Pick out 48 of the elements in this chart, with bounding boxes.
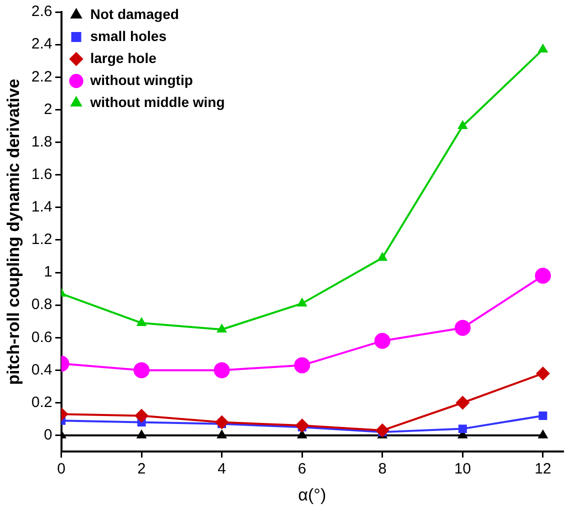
x-axis-title: α(°) [298,485,326,504]
point [534,268,551,284]
x-tick-label: 6 [298,460,306,478]
y-tick-label: 0.4 [31,361,52,378]
point [457,120,468,129]
point [216,323,228,332]
point [375,423,390,438]
y-tick-label: 1.6 [31,166,52,183]
point [538,412,548,420]
point [456,396,470,410]
y-tick-label: 2.4 [31,36,52,53]
point [214,362,230,378]
x-tick-label: 8 [378,460,387,478]
point [536,366,550,380]
y-tick-label: 1.4 [31,198,52,216]
y-tick-label: 1.8 [31,133,52,150]
point [374,332,390,349]
legend-label: small holes [90,28,167,44]
y-tick-label: 1 [44,264,52,281]
point [454,320,471,336]
point [538,43,548,52]
y-axis-title: pitch-roll coupling dynamic derivative [4,78,23,385]
x-tick-label: 10 [454,460,471,478]
point [134,362,150,378]
y-tick-label: 0.8 [31,296,52,314]
y-tick-label: 2 [44,100,52,118]
x-tick-label: 2 [137,460,146,478]
point [134,408,149,423]
legend-label: without wingtip [89,72,193,88]
y-tick-label: 0 [44,426,52,444]
y-tick-label: 1.2 [31,231,52,248]
point [458,424,467,434]
point [377,252,388,261]
point [294,357,310,374]
x-tick-label: 4 [218,460,226,478]
y-tick-label: 0.2 [31,394,52,411]
y-tick-label: 2.2 [31,68,52,86]
legend-label: large hole [90,50,157,66]
legend-label: without middle wing [89,94,225,110]
point [214,415,229,430]
x-tick-label: 12 [534,460,552,478]
x-tick-label: 0 [57,460,66,478]
point [296,297,308,306]
legend-label: Not damaged [90,6,179,22]
point [136,316,147,326]
y-tick-label: 2.6 [31,3,52,20]
point [295,418,310,433]
y-tick-label: 0.6 [31,328,52,346]
